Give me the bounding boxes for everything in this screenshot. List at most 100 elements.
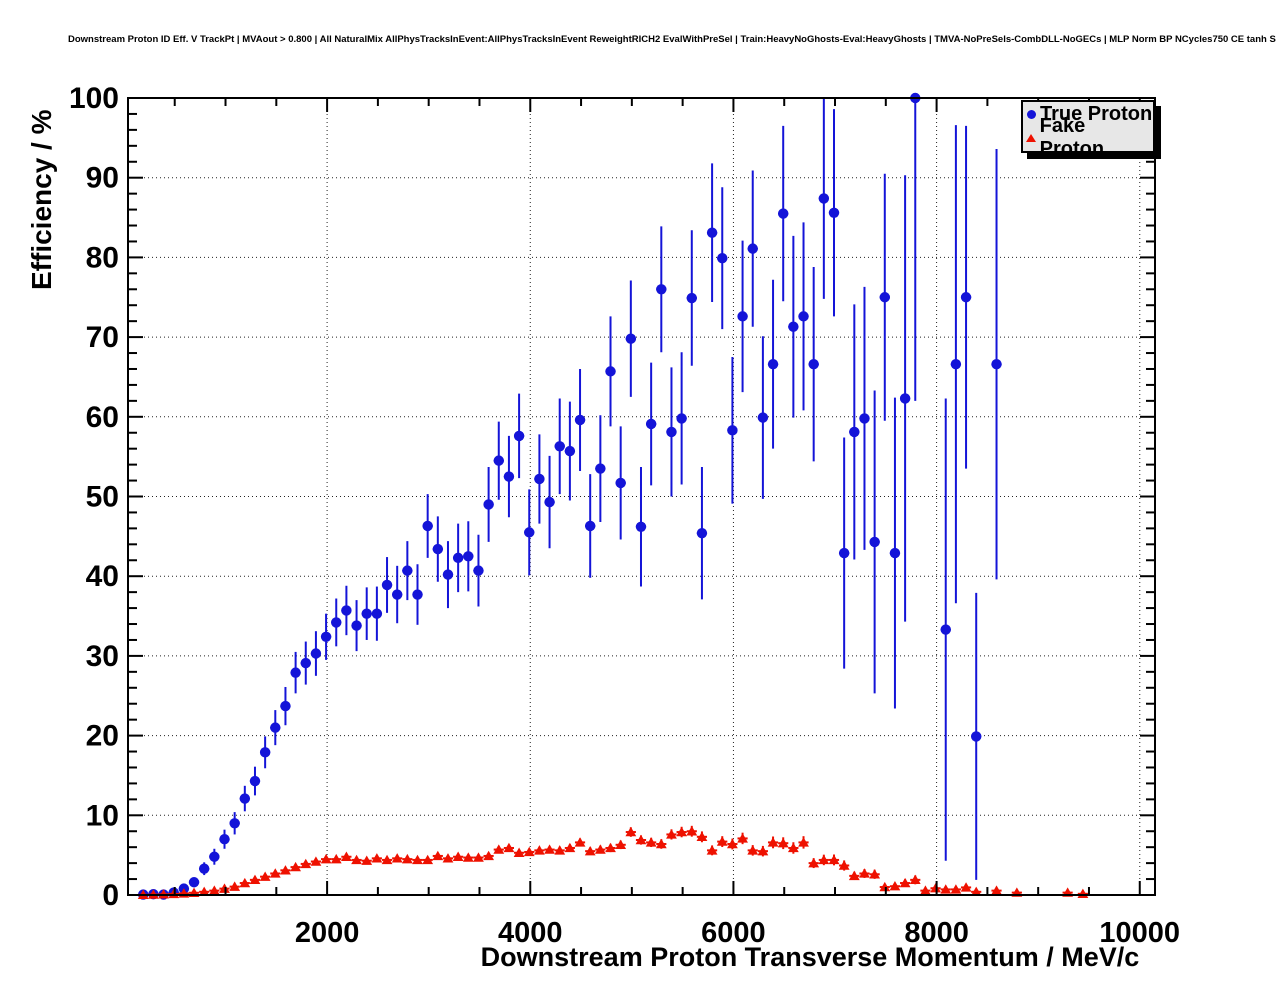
- data-point: [341, 605, 352, 616]
- data-point: [270, 722, 281, 733]
- x-tick-label: 6000: [701, 917, 766, 949]
- y-axis-label: Efficiency / %: [26, 109, 57, 290]
- data-point: [706, 845, 718, 855]
- data-point: [869, 536, 880, 548]
- data-point: [198, 886, 210, 897]
- data-point: [920, 885, 931, 895]
- data-point: [991, 358, 1002, 370]
- y-tick-label: 20: [86, 720, 119, 753]
- data-point: [930, 883, 941, 893]
- data-point: [361, 608, 372, 619]
- data-point: [564, 842, 576, 853]
- data-point: [696, 527, 708, 539]
- data-point: [493, 455, 504, 466]
- data-point: [605, 842, 616, 853]
- data-point: [422, 854, 434, 865]
- data-point: [219, 834, 230, 845]
- data-point: [513, 430, 525, 442]
- tick-labels: 2000 4000 6000 8000 10000 0 10 20 30 40 50 60 70 80 90…: [69, 82, 1180, 949]
- data-point: [686, 826, 698, 836]
- data-point: [554, 441, 565, 452]
- data-point: [351, 620, 362, 631]
- data-point: [615, 839, 627, 849]
- data-point: [991, 885, 1002, 895]
- data-point: [371, 853, 383, 863]
- data-point: [686, 292, 697, 304]
- data-point: [412, 854, 423, 865]
- data-point: [950, 358, 962, 370]
- data-point: [848, 870, 860, 881]
- data-point: [960, 882, 972, 892]
- data-point: [249, 874, 261, 885]
- data-point: [716, 836, 728, 846]
- data-point: [818, 854, 830, 865]
- data-point: [645, 837, 657, 847]
- y-tick-label: 50: [86, 481, 119, 514]
- data-point: [666, 829, 677, 839]
- data-point: [229, 818, 240, 829]
- y-tick-label: 90: [86, 162, 119, 195]
- data-point: [391, 853, 403, 863]
- data-point: [909, 874, 921, 885]
- data-point: [574, 414, 586, 426]
- data-point: [777, 837, 789, 848]
- data-point: [869, 869, 881, 879]
- data-point: [442, 853, 454, 863]
- data-point: [879, 881, 891, 892]
- data-point: [635, 834, 647, 845]
- data-point: [828, 207, 840, 218]
- legend-entry-fake-proton: Fake Proton: [1023, 115, 1153, 160]
- data-point: [889, 547, 901, 559]
- data-point: [341, 851, 352, 861]
- data-point: [727, 838, 738, 849]
- x-tick-label: 8000: [904, 917, 969, 949]
- y-tick-label: 30: [86, 640, 119, 673]
- data-point: [209, 851, 220, 862]
- data-point: [239, 793, 251, 804]
- data-point: [432, 850, 444, 861]
- data-point: [615, 477, 626, 489]
- data-point: [269, 868, 281, 878]
- data-point: [838, 547, 850, 559]
- data-point: [381, 854, 393, 865]
- data-point: [625, 826, 637, 837]
- data-point: [391, 589, 403, 600]
- data-point: [402, 565, 413, 576]
- data-point: [595, 463, 606, 474]
- data-point: [452, 552, 464, 564]
- data-point: [473, 565, 484, 576]
- data-point: [747, 845, 759, 855]
- data-point: [737, 311, 748, 322]
- data-point: [940, 624, 951, 635]
- series-true-proton: [138, 92, 1002, 900]
- data-point: [656, 284, 667, 295]
- data-point: [229, 881, 241, 891]
- data-point: [787, 842, 799, 853]
- data-point: [473, 852, 484, 862]
- gridlines: [128, 98, 1155, 895]
- data-point: [259, 747, 271, 758]
- data-point: [493, 844, 505, 854]
- data-point: [544, 844, 555, 854]
- data-point: [798, 311, 809, 322]
- x-tick-label: 4000: [498, 917, 563, 949]
- data-point: [838, 860, 850, 870]
- data-point: [534, 473, 545, 485]
- data-point: [554, 845, 566, 855]
- x-axis-label: Downstream Proton Transverse Momentum / …: [480, 942, 1140, 972]
- data-point: [249, 775, 261, 787]
- data-point: [798, 837, 809, 847]
- data-point: [523, 846, 535, 857]
- data-point: [320, 631, 332, 642]
- data-point: [524, 527, 535, 538]
- data-point: [462, 852, 474, 862]
- data-point: [239, 877, 251, 888]
- y-tick-label: 100: [69, 82, 119, 115]
- data-point: [361, 855, 373, 865]
- data-point: [310, 648, 322, 659]
- data-point: [828, 854, 840, 865]
- data-point: [320, 853, 332, 864]
- data-point: [717, 252, 728, 264]
- data-point: [605, 366, 616, 377]
